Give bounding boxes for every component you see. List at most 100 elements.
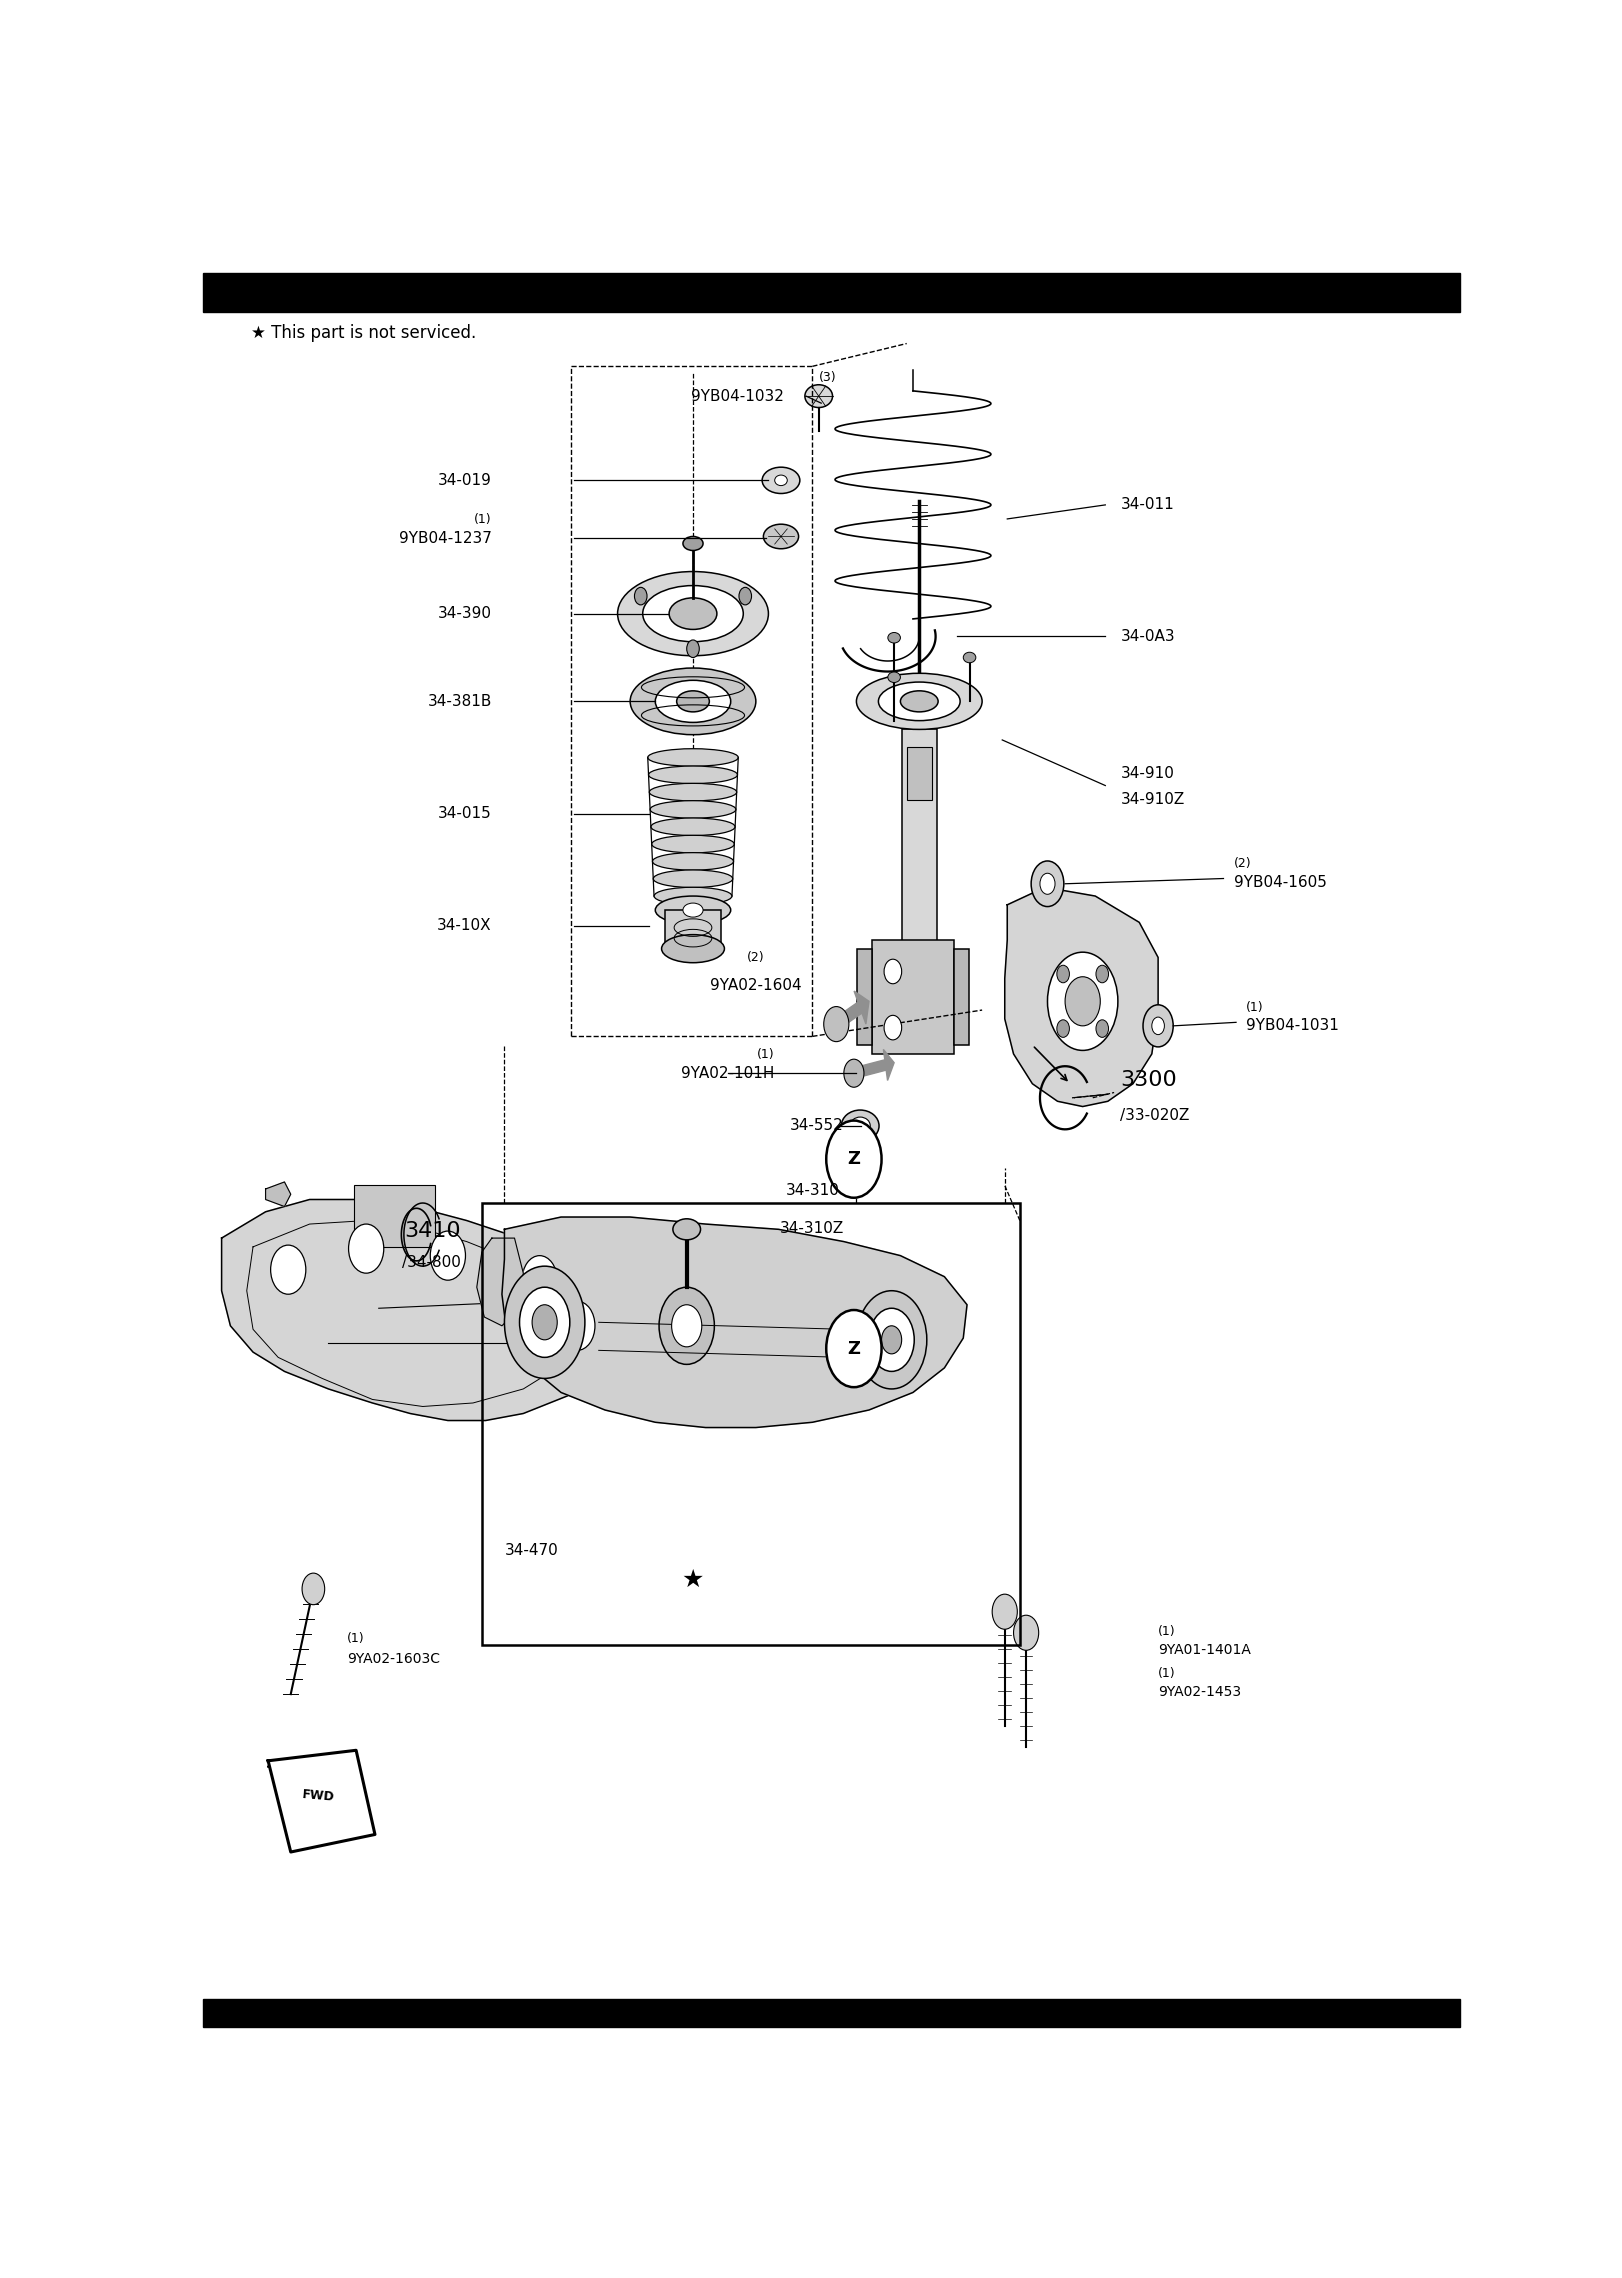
Circle shape (1066, 977, 1100, 1025)
Ellipse shape (762, 467, 800, 494)
Text: 9YB04-1031: 9YB04-1031 (1246, 1018, 1340, 1034)
Text: ★ This part is not serviced.: ★ This part is not serviced. (250, 323, 475, 342)
Text: (1): (1) (1158, 1667, 1176, 1681)
Ellipse shape (652, 836, 735, 852)
Circle shape (1048, 952, 1118, 1050)
Circle shape (430, 1230, 466, 1280)
Text: 9YA02-101H: 9YA02-101H (681, 1066, 775, 1080)
Text: /34-800: /34-800 (402, 1255, 461, 1271)
Text: 9YB04-1032: 9YB04-1032 (691, 390, 783, 403)
FancyArrow shape (834, 991, 869, 1030)
Circle shape (1096, 966, 1108, 982)
Circle shape (1152, 1016, 1165, 1034)
Text: (1): (1) (757, 1048, 775, 1062)
Text: 3410: 3410 (404, 1221, 461, 1242)
Bar (873, 941, 954, 1055)
Ellipse shape (887, 633, 900, 642)
Ellipse shape (629, 667, 756, 736)
Text: (2): (2) (748, 952, 764, 964)
Text: 9YB04-1237: 9YB04-1237 (399, 531, 491, 547)
Circle shape (686, 640, 699, 658)
Ellipse shape (900, 690, 938, 711)
Text: 9YA01-1401A: 9YA01-1401A (1158, 1642, 1251, 1658)
Ellipse shape (673, 1219, 701, 1239)
Ellipse shape (655, 681, 730, 722)
Ellipse shape (805, 385, 832, 408)
Circle shape (1058, 966, 1069, 982)
Circle shape (1032, 861, 1064, 907)
Circle shape (740, 588, 751, 606)
Polygon shape (477, 1237, 524, 1326)
Bar (482, 1203, 1020, 1645)
Circle shape (504, 1267, 586, 1378)
Text: Z: Z (847, 1150, 860, 1169)
Ellipse shape (652, 852, 733, 870)
Text: (1): (1) (347, 1631, 365, 1645)
Ellipse shape (649, 765, 738, 784)
Polygon shape (1004, 886, 1158, 1107)
Polygon shape (268, 1750, 375, 1852)
Ellipse shape (618, 572, 769, 656)
Polygon shape (266, 1182, 290, 1207)
Text: 34-552: 34-552 (790, 1118, 843, 1134)
FancyArrow shape (853, 1050, 894, 1080)
Circle shape (271, 1246, 307, 1294)
Polygon shape (222, 1201, 624, 1421)
Ellipse shape (655, 895, 730, 925)
Circle shape (659, 1287, 714, 1365)
Text: 34-019: 34-019 (438, 474, 491, 487)
Ellipse shape (647, 749, 738, 765)
Circle shape (634, 588, 647, 606)
Text: 9YA02-1604: 9YA02-1604 (710, 980, 801, 993)
Ellipse shape (650, 800, 736, 818)
Circle shape (1014, 1615, 1038, 1649)
Ellipse shape (850, 1116, 871, 1134)
Ellipse shape (887, 672, 900, 683)
Text: 34-310Z: 34-310Z (780, 1221, 845, 1235)
Polygon shape (501, 1216, 967, 1428)
Circle shape (1096, 1021, 1108, 1036)
Text: 34-910: 34-910 (1121, 765, 1174, 781)
Text: 9YB04-1605: 9YB04-1605 (1233, 875, 1327, 888)
Circle shape (560, 1301, 595, 1351)
Circle shape (884, 959, 902, 984)
Text: ★: ★ (681, 1567, 704, 1592)
Text: (1): (1) (1158, 1624, 1176, 1638)
Bar (954, 948, 968, 1046)
Circle shape (1144, 1005, 1173, 1048)
Ellipse shape (662, 934, 725, 964)
Circle shape (522, 1255, 558, 1305)
Text: 34-015: 34-015 (438, 806, 491, 820)
Circle shape (349, 1223, 384, 1273)
Circle shape (826, 1121, 882, 1198)
Text: 9YA02-1603C: 9YA02-1603C (347, 1652, 440, 1665)
Bar (354, 1185, 435, 1246)
Ellipse shape (963, 652, 976, 663)
Text: (3): (3) (819, 371, 837, 385)
Bar (665, 911, 720, 948)
Ellipse shape (683, 902, 702, 918)
Circle shape (1058, 1021, 1069, 1036)
Circle shape (519, 1287, 569, 1358)
Ellipse shape (650, 818, 735, 836)
Ellipse shape (676, 690, 709, 711)
Text: Z: Z (847, 1339, 860, 1358)
Circle shape (302, 1574, 324, 1604)
Circle shape (532, 1305, 558, 1339)
Circle shape (824, 1007, 848, 1041)
Text: 34-310: 34-310 (785, 1182, 839, 1198)
Ellipse shape (879, 681, 960, 720)
Ellipse shape (775, 476, 787, 485)
Text: FWD: FWD (302, 1788, 336, 1804)
Circle shape (843, 1059, 865, 1087)
Circle shape (869, 1308, 915, 1371)
Bar (856, 948, 873, 1046)
Text: 3300: 3300 (1121, 1071, 1178, 1091)
Ellipse shape (683, 535, 702, 551)
Text: (1): (1) (1246, 1000, 1264, 1014)
Circle shape (856, 1292, 926, 1390)
Text: 34-0A3: 34-0A3 (1121, 629, 1174, 645)
Circle shape (993, 1595, 1017, 1629)
Circle shape (1040, 872, 1054, 895)
Bar (902, 729, 938, 975)
